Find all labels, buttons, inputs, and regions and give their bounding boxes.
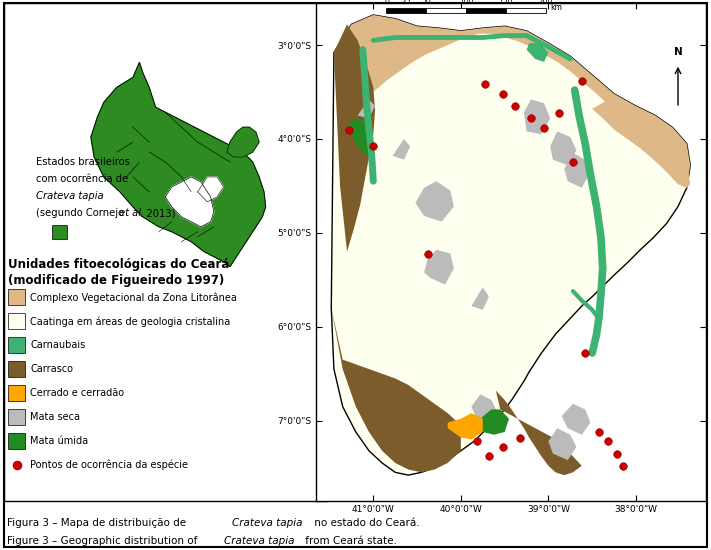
Polygon shape: [562, 404, 590, 434]
Polygon shape: [471, 394, 498, 425]
Text: Estados brasileiros: Estados brasileiros: [36, 157, 130, 167]
Bar: [9, 409, 25, 425]
Polygon shape: [448, 413, 483, 439]
Text: 100: 100: [459, 0, 474, 6]
Polygon shape: [91, 63, 266, 267]
Text: 150: 150: [498, 0, 513, 6]
Polygon shape: [227, 127, 259, 157]
Text: 50: 50: [422, 0, 431, 6]
Polygon shape: [358, 100, 375, 118]
Bar: [9, 385, 25, 401]
Bar: [426, 8, 466, 13]
Text: Figura 3 – Mapa de distribuição de: Figura 3 – Mapa de distribuição de: [7, 518, 190, 528]
Polygon shape: [331, 308, 461, 472]
Text: N: N: [673, 47, 683, 57]
Polygon shape: [331, 15, 690, 475]
Text: com ocorrência de: com ocorrência de: [36, 174, 128, 184]
Bar: [9, 433, 25, 449]
Text: Crateva tapia: Crateva tapia: [232, 518, 303, 528]
Text: 0: 0: [384, 0, 389, 6]
Text: from Ceará state.: from Ceará state.: [302, 536, 397, 546]
Polygon shape: [527, 43, 548, 62]
Text: km: km: [550, 3, 562, 13]
Polygon shape: [565, 153, 590, 188]
Text: 25: 25: [402, 0, 411, 6]
Text: Pontos de ocorrência da espécie: Pontos de ocorrência da espécie: [30, 459, 188, 470]
Text: 200: 200: [538, 0, 553, 6]
Text: . 2013): . 2013): [140, 208, 176, 218]
Bar: [506, 8, 545, 13]
Polygon shape: [524, 100, 550, 134]
Text: Carrasco: Carrasco: [30, 364, 73, 374]
Text: et al: et al: [119, 208, 141, 218]
Polygon shape: [470, 409, 509, 434]
Text: Caatinga em áreas de geologia cristalina: Caatinga em áreas de geologia cristalina: [30, 316, 230, 327]
Text: no estado do Ceará.: no estado do Ceará.: [311, 518, 419, 528]
Polygon shape: [392, 139, 410, 160]
Polygon shape: [166, 177, 214, 227]
Bar: [9, 289, 25, 305]
Polygon shape: [550, 131, 577, 165]
Polygon shape: [365, 19, 412, 62]
Polygon shape: [548, 428, 577, 460]
Bar: [387, 8, 426, 13]
Polygon shape: [347, 118, 373, 156]
Text: Unidades fitoecológicas do Ceará
(modificado de Figueiredo 1997): Unidades fitoecológicas do Ceará (modifi…: [9, 257, 230, 287]
Text: Crateva tapia: Crateva tapia: [36, 191, 104, 201]
Polygon shape: [496, 390, 582, 475]
Text: Complexo Vegetacional da Zona Litorânea: Complexo Vegetacional da Zona Litorânea: [30, 292, 237, 302]
Bar: [9, 314, 25, 329]
Polygon shape: [334, 24, 375, 252]
Polygon shape: [198, 177, 223, 202]
Bar: [466, 8, 506, 13]
Polygon shape: [471, 287, 489, 310]
Text: Figure 3 – Geographic distribution of: Figure 3 – Geographic distribution of: [7, 536, 201, 546]
Bar: [9, 337, 25, 353]
Polygon shape: [334, 15, 690, 188]
Text: Carnaubais: Carnaubais: [30, 340, 85, 350]
Text: Mata úmida: Mata úmida: [30, 436, 88, 446]
Polygon shape: [424, 250, 454, 284]
Bar: [52, 226, 67, 239]
Polygon shape: [415, 181, 454, 222]
Bar: [9, 361, 25, 377]
Polygon shape: [592, 97, 690, 188]
Text: Mata seca: Mata seca: [30, 412, 80, 422]
Text: (segundo Cornejo: (segundo Cornejo: [36, 208, 127, 218]
Text: Crateva tapia: Crateva tapia: [224, 536, 294, 546]
Text: Cerrado e cerradão: Cerrado e cerradão: [30, 388, 124, 398]
